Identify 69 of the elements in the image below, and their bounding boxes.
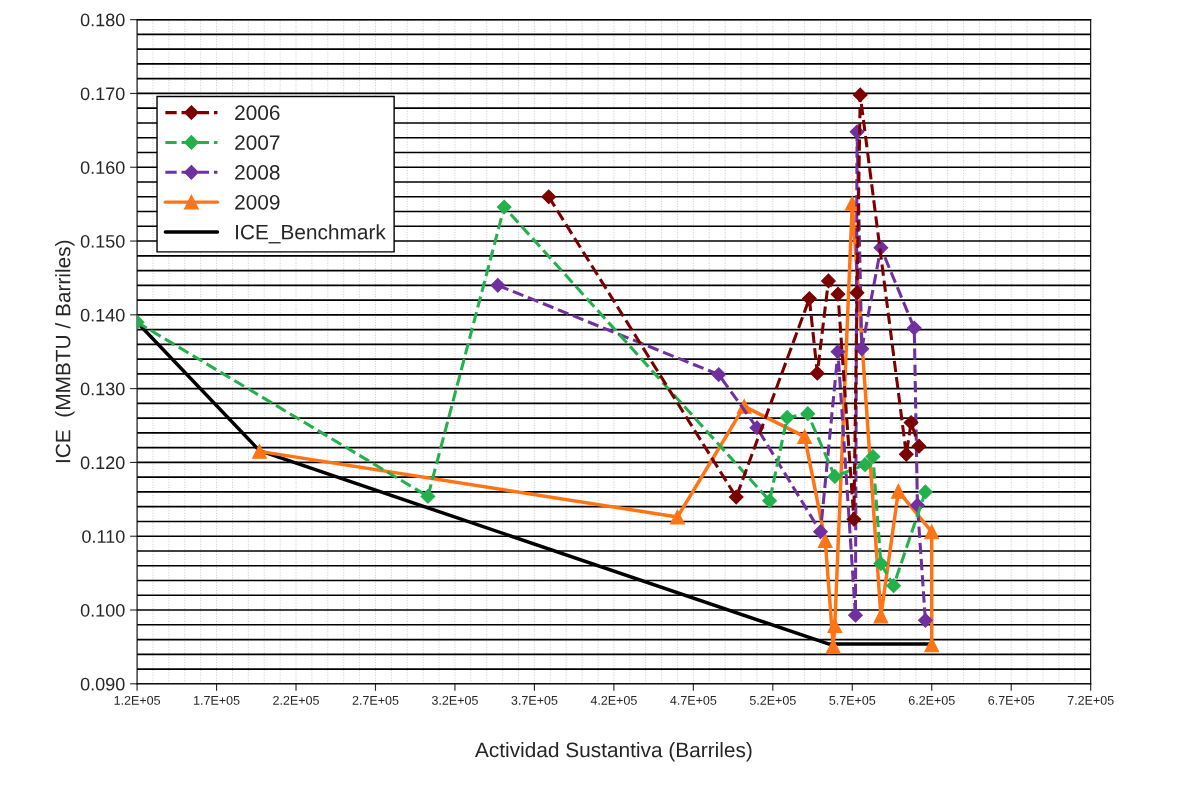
y-tick-label: 0.130 [80, 382, 125, 396]
y-tick-label: 0.100 [80, 603, 125, 617]
x-axis-title: Actividad Sustantiva (Barriles) [474, 742, 752, 762]
y-tick-label: 0.140 [80, 308, 125, 322]
point [827, 469, 843, 484]
x-tick-label: 3.2E+05 [431, 695, 478, 705]
point [817, 533, 833, 549]
point [854, 341, 870, 357]
x-tick-label: 1.2E+05 [114, 695, 161, 705]
point [917, 484, 933, 500]
point [849, 285, 865, 301]
point [669, 509, 685, 525]
point [821, 273, 836, 289]
point [762, 493, 778, 509]
point [911, 438, 927, 454]
point [797, 429, 813, 445]
point [800, 406, 816, 422]
y-tick-label: 0.120 [80, 456, 125, 470]
x-tick-label: 4.7E+05 [670, 695, 717, 705]
point [873, 556, 889, 571]
point [809, 365, 825, 381]
legend-label: 2007 [235, 135, 280, 150]
point [830, 344, 846, 360]
y-tick-label: 0.160 [80, 161, 125, 174]
point [490, 277, 506, 293]
point [848, 607, 863, 623]
point [496, 199, 512, 215]
point [827, 618, 843, 633]
legend-label: ICE_Benchmark [236, 224, 386, 244]
x-tick-label: 7.2E+05 [1067, 695, 1114, 705]
x-tick-label: 5.7E+05 [829, 695, 876, 705]
point [801, 291, 817, 306]
point [779, 410, 795, 425]
legend-label: 2009 [235, 194, 280, 210]
point [865, 449, 881, 464]
point [886, 578, 901, 594]
y-axis-title: ICE (MMBTU / Barriles) [55, 240, 75, 463]
x-tick-label: 1.7E+05 [194, 695, 240, 705]
point [813, 524, 828, 540]
point [251, 443, 267, 459]
x-tick-label: 2.7E+05 [352, 695, 399, 705]
y-tick-label: 0.110 [82, 530, 125, 543]
x-tick-label: 6.7E+05 [988, 695, 1035, 705]
y-tick-label: 0.180 [80, 13, 125, 27]
point [711, 367, 727, 383]
x-tick-label: 5.2E+05 [749, 695, 796, 705]
point [728, 489, 744, 505]
legend-label: 2008 [235, 165, 280, 180]
x-tick-label: 6.2E+05 [908, 695, 955, 705]
point [846, 511, 862, 527]
point [917, 612, 933, 628]
point [906, 320, 922, 336]
point [852, 87, 868, 103]
y-tick-label: 0.090 [80, 677, 125, 691]
point [420, 488, 436, 504]
point [890, 483, 906, 499]
point [898, 446, 914, 462]
y-tick-label: 0.150 [80, 234, 125, 248]
legend-label: 2006 [235, 105, 280, 121]
point [857, 457, 873, 473]
point [924, 524, 940, 540]
x-tick-label: 4.2E+05 [590, 695, 637, 705]
x-tick-label: 3.7E+05 [511, 695, 558, 705]
point [541, 189, 557, 205]
point [924, 637, 940, 653]
x-tick-label: 2.2E+05 [273, 695, 319, 705]
point [830, 286, 846, 302]
point [903, 415, 919, 430]
y-tick-label: 0.170 [80, 87, 125, 101]
